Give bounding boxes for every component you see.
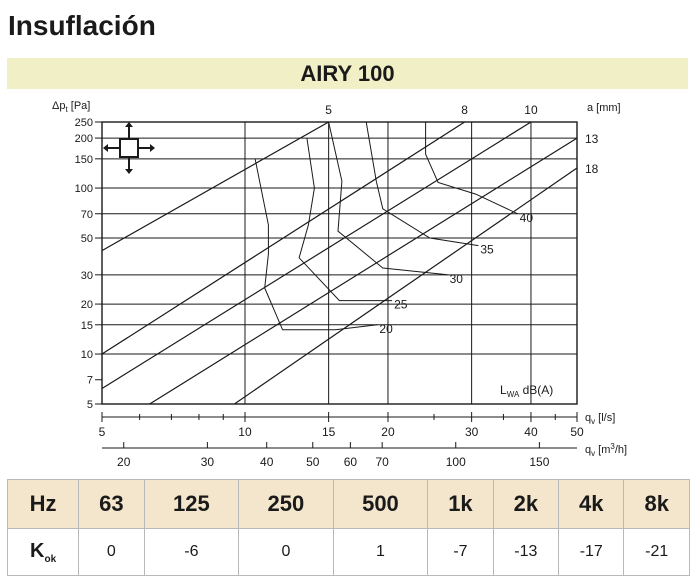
slot-line-13 (149, 137, 578, 405)
kok-value-cell: 0 (78, 528, 145, 576)
frequency-header-row: Hz 63 125 250 500 1k 2k 4k 8k (6, 479, 690, 529)
x-tick-label: 10 (238, 425, 252, 439)
frequency-cell: 125 (143, 479, 240, 529)
y-tick-label: 70 (81, 209, 93, 221)
page-title: Insuflación (8, 10, 156, 41)
frequency-cell: 8k (623, 479, 690, 529)
sound-curve-25 (298, 138, 393, 302)
plot-frame (101, 121, 578, 405)
model-banner: AIRY 100 (7, 58, 688, 89)
kok-value-cell: -17 (558, 528, 625, 576)
kok-value-cell: -7 (427, 528, 494, 576)
kok-values-row: Kok 0 -6 0 1 -7 -13 -17 -21 (6, 528, 690, 576)
a-axis-label: a [mm] (587, 102, 621, 114)
y-tick-label: 20 (81, 299, 93, 311)
x2-tick-label: 40 (260, 455, 274, 469)
kok-value-cell: 1 (332, 528, 429, 576)
chart-grid (101, 121, 578, 405)
y-tick-label: 5 (87, 399, 93, 411)
y-axis-label: Δpt [Pa] (52, 100, 90, 114)
slot-line-10 (101, 121, 532, 390)
slot-label-18: 18 (585, 162, 599, 176)
x-tick-label: 15 (322, 425, 336, 439)
y-tick-label: 10 (81, 349, 93, 361)
y-tick-label: 7 (87, 375, 93, 387)
frequency-cell: 500 (332, 479, 429, 529)
chart-ticks: 5 7 10 15 20 30 50 70 100 150 200 250 5 10 15 20 30 40 50 2… (75, 117, 584, 469)
kok-table: Hz 63 125 250 500 1k 2k 4k 8k Kok 0 -6 0 1 -7 -13 -17… (6, 479, 690, 576)
sound-label-30: 30 (450, 272, 464, 286)
frequency-cell: 250 (238, 479, 334, 529)
y-tick-label: 100 (75, 183, 93, 195)
x2-tick-label: 60 (344, 455, 358, 469)
sound-label-40: 40 (520, 211, 534, 225)
x-tick-label: 30 (465, 425, 479, 439)
sound-level-label: LWA dB(A) (500, 383, 553, 399)
frequency-cell: 2k (492, 479, 560, 529)
frequency-cell: 1k (427, 479, 494, 529)
chart-labels: Δpt [Pa] qv [l/s] qv [m3/h] a [mm] 5 8 10 13 18 2… (52, 100, 627, 458)
kok-value-cell: 0 (238, 528, 334, 576)
frequency-cell: 4k (558, 479, 625, 529)
chart-series (101, 121, 578, 405)
sound-curve-40 (425, 122, 518, 215)
x2-tick-label: 150 (529, 455, 549, 469)
x2-tick-label: 70 (375, 455, 389, 469)
sound-curve-30 (328, 121, 448, 276)
x2-tick-label: 50 (306, 455, 320, 469)
pressure-flow-chart: 5 7 10 15 20 30 50 70 100 150 200 250 5 10 15 20 30 40 50 2… (52, 100, 627, 469)
x2-tick-label: 100 (446, 455, 466, 469)
x-tick-label: 20 (381, 425, 395, 439)
y-tick-label: 150 (75, 154, 93, 166)
x2-tick-label: 20 (117, 455, 131, 469)
sound-label-20: 20 (379, 322, 393, 336)
kok-value-cell: -13 (492, 528, 560, 576)
y-tick-label: 15 (81, 320, 93, 332)
kok-label: Kok (6, 528, 80, 576)
slot-label-10: 10 (524, 103, 538, 117)
x-tick-label: 5 (99, 425, 106, 439)
x-tick-label: 50 (570, 425, 584, 439)
hz-label: Hz (6, 479, 80, 529)
x2-tick-label: 30 (201, 455, 215, 469)
y-tick-label: 250 (75, 117, 93, 129)
slot-label-8: 8 (461, 103, 468, 117)
slot-line-18 (234, 167, 578, 405)
y-tick-label: 200 (75, 133, 93, 145)
slot-label-5: 5 (325, 103, 332, 117)
sound-curve-35 (365, 121, 479, 247)
kok-value-cell: -6 (143, 528, 240, 576)
y-tick-label: 50 (81, 233, 93, 245)
sound-label-35: 35 (480, 243, 494, 257)
slot-line-8 (101, 121, 465, 355)
slot-line-5 (101, 121, 329, 252)
sound-curve-20 (254, 158, 378, 331)
sound-label-25: 25 (394, 298, 408, 312)
slot-label-13: 13 (585, 132, 599, 146)
frequency-cell: 63 (78, 479, 145, 529)
x2-axis-label: qv [m3/h] (585, 442, 627, 458)
y-tick-label: 30 (81, 270, 93, 282)
x-tick-label: 40 (524, 425, 538, 439)
kok-value-cell: -21 (623, 528, 690, 576)
four-way-air-diffuser-icon (103, 122, 155, 174)
x-axis-label: qv [l/s] (585, 412, 615, 426)
